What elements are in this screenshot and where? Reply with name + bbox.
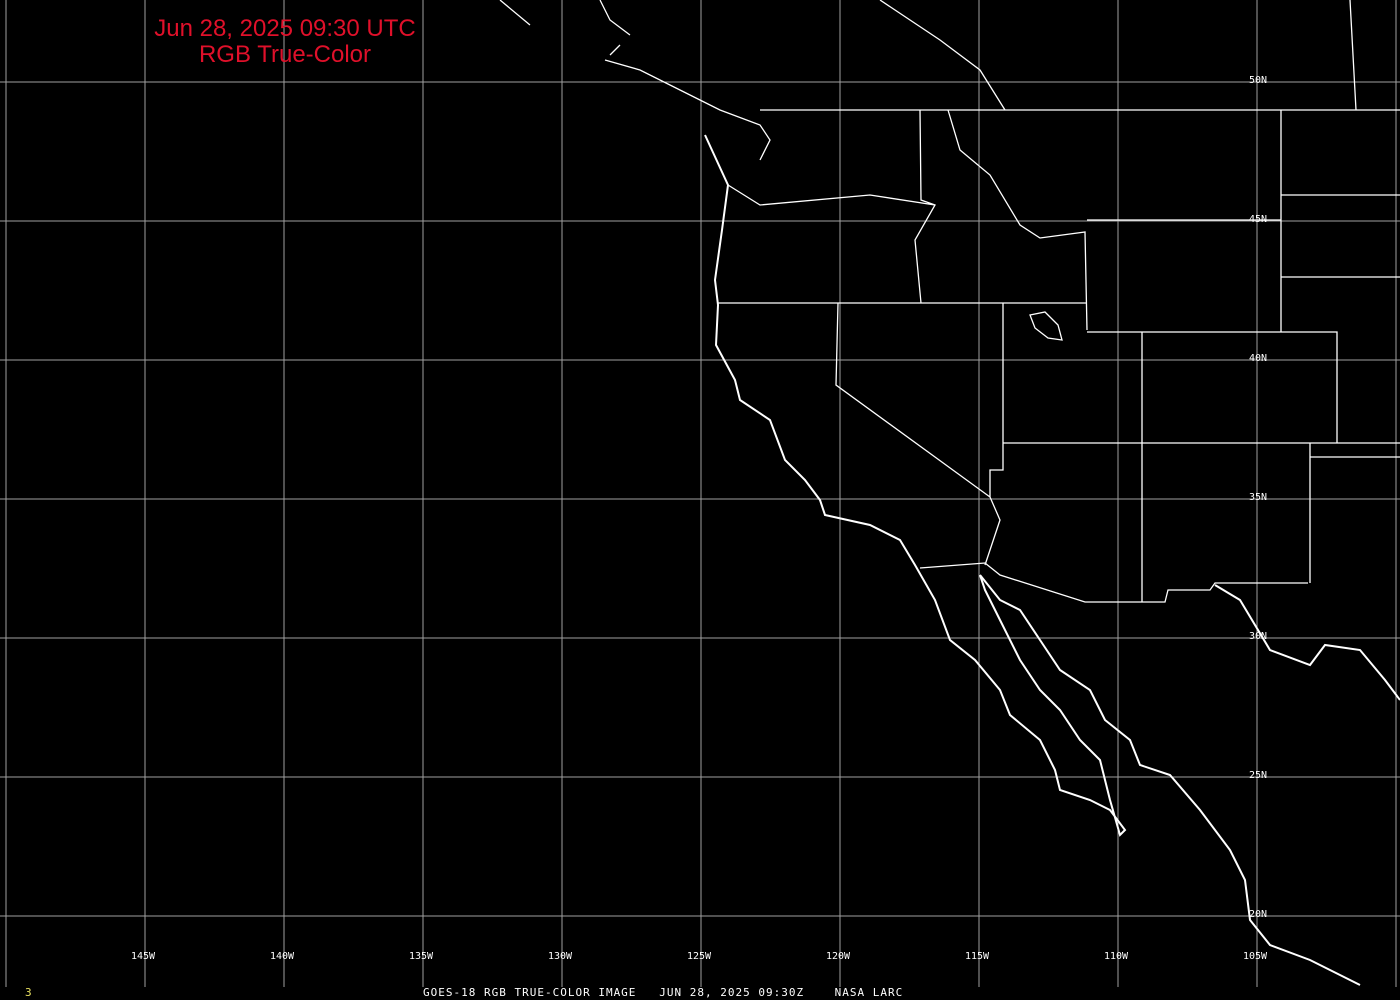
latitude-label: 30N xyxy=(1249,631,1268,642)
longitude-label: 130W xyxy=(548,951,573,962)
frame-number: 3 xyxy=(25,986,33,999)
latitude-label: 35N xyxy=(1249,492,1268,503)
longitude-label: 145W xyxy=(131,951,156,962)
latitude-label: 40N xyxy=(1249,353,1268,364)
coastlines-and-borders xyxy=(499,0,1400,986)
longitude-label: 135W xyxy=(409,951,434,962)
state-borders xyxy=(718,109,1400,602)
longitude-label: 120W xyxy=(826,951,851,962)
image-caption: GOES-18 RGB TRUE-COLOR IMAGE JUN 28, 202… xyxy=(423,986,904,999)
canada-coast xyxy=(499,0,1357,161)
title-datetime: Jun 28, 2025 09:30 UTC xyxy=(154,15,416,42)
latitude-label: 50N xyxy=(1249,75,1268,86)
longitude-label: 105W xyxy=(1243,951,1268,962)
latitude-label: 45N xyxy=(1249,214,1268,225)
longitude-label: 125W xyxy=(687,951,712,962)
west-coast xyxy=(704,134,1127,837)
title-product: RGB True-Color xyxy=(198,41,372,68)
longitude-label: 115W xyxy=(965,951,990,962)
longitude-label: 140W xyxy=(270,951,295,962)
us-mexico-border xyxy=(919,562,1308,603)
latitude-label: 20N xyxy=(1249,909,1268,920)
latitude-label: 25N xyxy=(1249,770,1268,781)
mexico-gulf-coast xyxy=(1214,584,1400,701)
mexico-coast xyxy=(979,574,1361,986)
longitude-label: 110W xyxy=(1104,951,1129,962)
great-salt-lake xyxy=(1029,311,1063,341)
